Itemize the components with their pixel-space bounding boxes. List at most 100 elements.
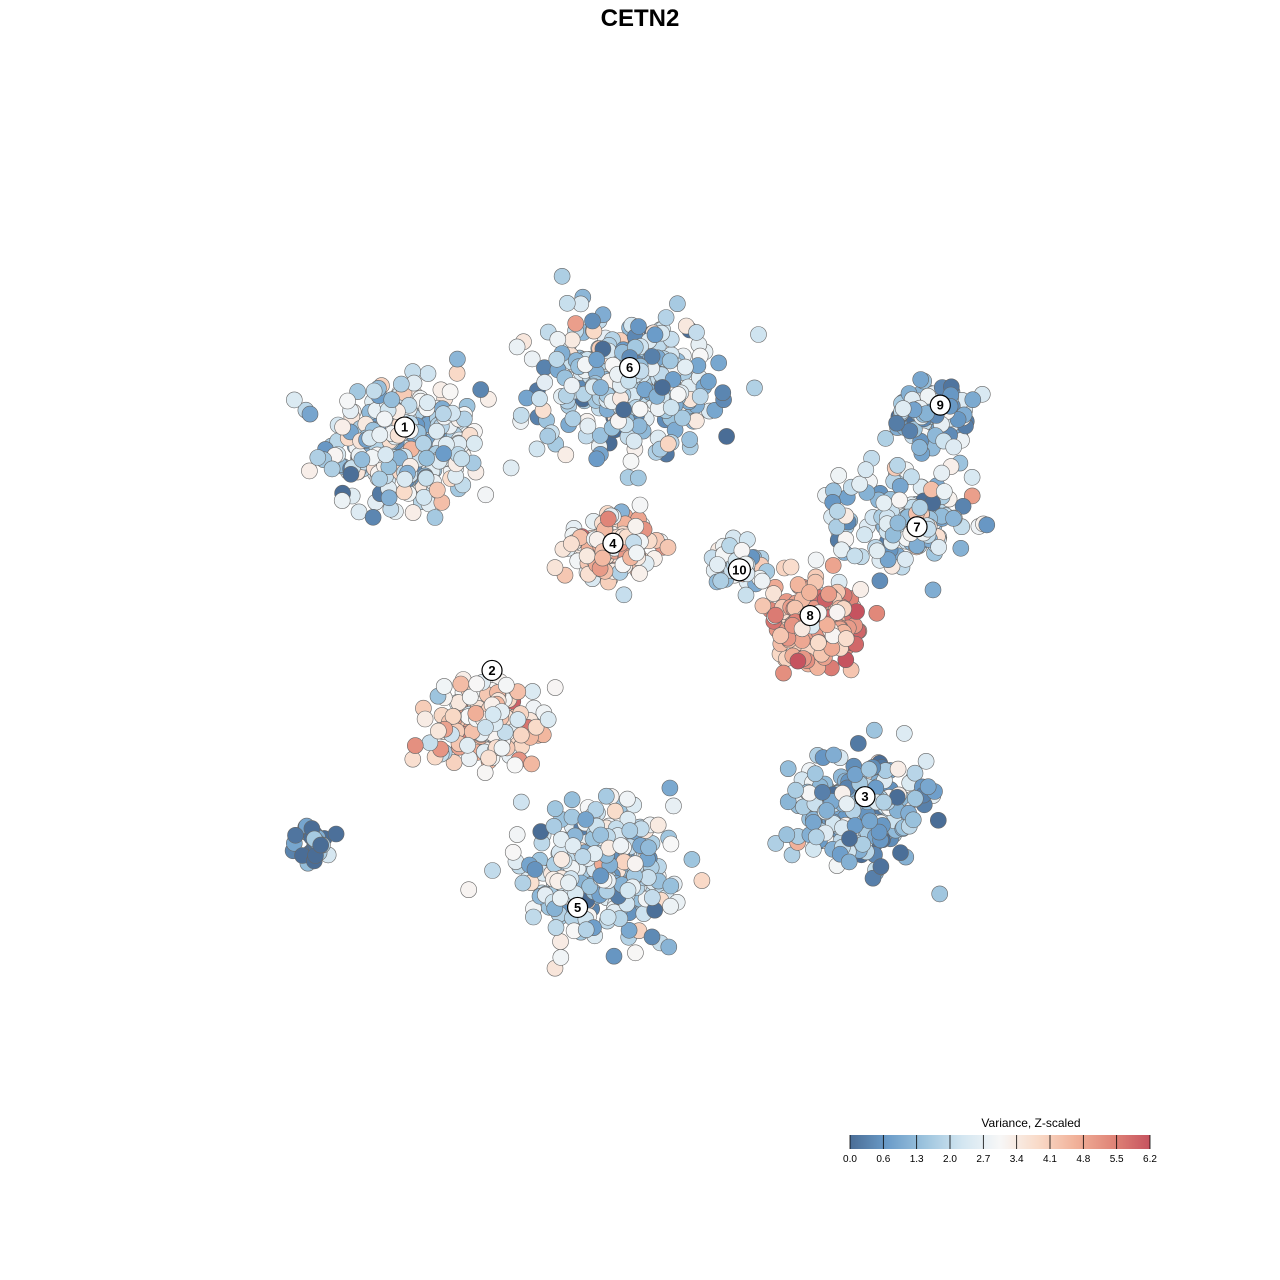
cell-point — [353, 451, 371, 468]
cell-point — [545, 817, 563, 835]
cell-point — [553, 851, 570, 868]
cell-point — [441, 383, 459, 401]
cell-point — [818, 616, 836, 634]
cell-point — [434, 405, 452, 423]
cell-point — [681, 431, 699, 448]
cell-point — [840, 853, 858, 871]
cell-point — [688, 324, 705, 341]
cell-point — [552, 933, 569, 950]
cell-point — [563, 331, 581, 349]
cell-point — [778, 826, 796, 844]
cell-point — [856, 526, 873, 544]
cell-point — [888, 414, 905, 432]
cell-point — [558, 294, 576, 312]
cell-point — [754, 597, 772, 615]
cell-point — [865, 721, 883, 739]
legend-tick-label: 5.5 — [1110, 1154, 1124, 1165]
cell-point — [539, 427, 557, 445]
cell-point — [710, 354, 728, 372]
cell-point — [627, 944, 644, 962]
cell-point — [857, 461, 875, 479]
cell-point — [872, 858, 890, 875]
cell-point — [643, 928, 661, 946]
legend-title: Variance, Z-scaled — [981, 1116, 1080, 1130]
cell-point — [417, 469, 435, 487]
cell-point — [646, 326, 664, 344]
cell-point — [661, 779, 679, 797]
cell-point — [418, 449, 435, 467]
cell-point — [868, 604, 886, 622]
cell-point — [287, 826, 304, 844]
legend-tick-label: 3.4 — [1010, 1154, 1024, 1165]
legend-tick-label: 0.0 — [843, 1154, 857, 1165]
cluster-label-3: 3 — [854, 786, 876, 808]
cell-point — [371, 426, 389, 444]
cluster-label-5: 5 — [566, 896, 589, 919]
cell-point — [536, 374, 554, 391]
cell-point — [659, 539, 677, 556]
cell-point — [904, 811, 922, 829]
cell-point — [782, 558, 800, 576]
cell-point — [435, 445, 452, 462]
cell-point — [631, 496, 649, 514]
cell-point — [846, 766, 864, 783]
cell-point — [662, 897, 679, 915]
cell-point — [605, 947, 623, 965]
cell-point — [669, 295, 686, 313]
cluster-labels-layer: 1 6 9 7 4 10 8 2 3 5 — [394, 356, 951, 919]
cell-point — [564, 410, 582, 428]
cell-point — [963, 468, 981, 486]
cell-point — [622, 452, 640, 470]
cell-point — [546, 559, 564, 576]
cell-point — [871, 572, 889, 590]
cluster-label-circle — [602, 532, 624, 554]
cell-point — [654, 379, 671, 396]
cell-point — [619, 882, 637, 899]
legend-ticks: 0.0 0.6 1.3 2.0 2.7 3.4 4.1 4.8 5.5 6.2 — [843, 1135, 1157, 1165]
cell-point — [549, 331, 567, 348]
cell-point — [480, 749, 498, 767]
cell-point — [327, 825, 345, 843]
cell-point — [683, 851, 701, 868]
cell-point — [419, 365, 437, 382]
cell-point — [514, 874, 532, 892]
cell-point — [526, 861, 544, 878]
cell-point — [930, 538, 947, 556]
legend-tick-label: 1.3 — [910, 1154, 924, 1165]
cell-point — [524, 683, 541, 700]
cell-point — [476, 764, 494, 781]
cell-point — [964, 391, 982, 409]
cell-point — [527, 718, 545, 736]
cell-point — [810, 634, 827, 652]
cell-point — [477, 719, 494, 736]
legend-tick-label: 2.7 — [976, 1154, 990, 1165]
cell-point — [383, 391, 401, 409]
cell-point — [643, 348, 661, 365]
cell-point — [889, 456, 906, 474]
cluster-label-circle — [799, 604, 821, 627]
cell-point — [875, 793, 893, 811]
cell-point — [468, 675, 486, 693]
cell-point — [669, 386, 687, 403]
cell-point — [339, 392, 356, 410]
cell-point — [891, 491, 908, 509]
cell-point — [628, 544, 645, 562]
cell-point — [660, 938, 678, 956]
cluster-label-text: 4 — [609, 536, 617, 551]
cell-point — [551, 889, 569, 907]
cell-point — [484, 862, 501, 879]
cluster-label-7: 7 — [906, 516, 928, 538]
cell-point — [497, 676, 515, 694]
cell-point — [406, 737, 424, 754]
cell-point — [851, 475, 869, 493]
cell-point — [640, 839, 657, 857]
cell-point — [643, 889, 661, 906]
cell-point — [477, 486, 495, 504]
cell-point — [712, 572, 730, 590]
cell-point — [954, 497, 972, 515]
cell-point — [508, 826, 526, 843]
cell-point — [606, 802, 624, 820]
cell-point — [612, 837, 630, 854]
cell-point — [665, 797, 682, 815]
cell-point — [626, 855, 644, 873]
